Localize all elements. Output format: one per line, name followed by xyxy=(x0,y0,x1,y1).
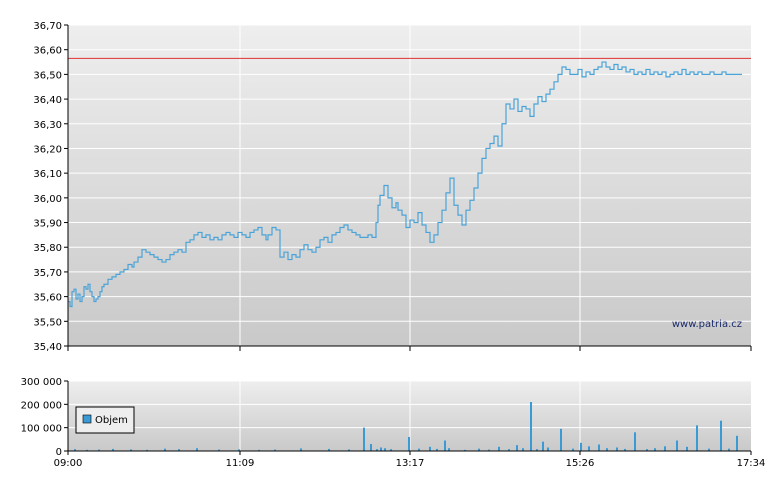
volume-bar xyxy=(74,449,76,451)
volume-bar xyxy=(370,444,372,451)
volume-bar xyxy=(429,446,431,451)
price-y-tick-label: 35,50 xyxy=(33,317,62,328)
volume-bar xyxy=(624,448,626,451)
volume-bar xyxy=(112,448,114,451)
volume-bar xyxy=(86,449,88,451)
volume-bar xyxy=(606,448,608,451)
legend-swatch xyxy=(82,414,92,424)
volume-bar xyxy=(736,435,738,451)
volume-bar xyxy=(654,448,656,451)
volume-bar xyxy=(588,446,590,451)
volume-bar xyxy=(478,448,480,451)
volume-x-ticks: 09:00 11:09 13:17 15:26 17:34 xyxy=(54,451,766,469)
volume-bar xyxy=(348,449,350,451)
volume-y-tick-label: 0 xyxy=(56,447,62,458)
volume-bar xyxy=(448,448,450,451)
price-y-tick-label: 36,20 xyxy=(33,144,62,155)
volume-bar xyxy=(580,442,582,451)
volume-bar xyxy=(444,440,446,451)
volume-bar xyxy=(547,447,549,451)
volume-bar xyxy=(130,449,132,451)
x-tick-label: 15:26 xyxy=(566,458,595,469)
volume-bar xyxy=(696,425,698,451)
price-y-tick-label: 36,60 xyxy=(33,46,62,57)
volume-bar xyxy=(418,448,420,451)
volume-y-tick-label: 300 000 xyxy=(21,377,62,388)
volume-legend: Objem xyxy=(75,406,135,434)
volume-y-tick-label: 200 000 xyxy=(21,400,62,411)
volume-bar xyxy=(98,449,100,451)
volume-bar xyxy=(328,448,330,451)
volume-bar xyxy=(196,448,198,451)
volume-y-ticks: 0 100 000 200 000 300 000 xyxy=(21,377,68,458)
volume-bar xyxy=(536,449,538,451)
volume-bar xyxy=(384,448,386,451)
volume-bar xyxy=(664,446,666,451)
volume-bar xyxy=(238,449,240,451)
x-tick-label: 17:34 xyxy=(737,458,766,469)
price-y-tick-label: 36,50 xyxy=(33,70,62,81)
volume-y-tick-label: 100 000 xyxy=(21,424,62,435)
price-y-tick-label: 35,90 xyxy=(33,219,62,230)
legend-label: Objem xyxy=(95,415,128,426)
volume-bar xyxy=(560,428,562,451)
volume-bar xyxy=(218,449,220,451)
volume-bar xyxy=(464,449,466,451)
volume-bar xyxy=(390,449,392,451)
volume-bar xyxy=(498,446,500,451)
volume-bar xyxy=(488,449,490,451)
volume-bar xyxy=(380,447,382,451)
volume-bar xyxy=(522,448,524,451)
volume-bar xyxy=(598,444,600,451)
volume-bar xyxy=(686,446,688,451)
price-y-tick-label: 35,60 xyxy=(33,293,62,304)
price-y-tick-label: 36,00 xyxy=(33,194,62,205)
volume-bar xyxy=(258,449,260,451)
volume-bar xyxy=(708,448,710,451)
x-tick-label: 11:09 xyxy=(226,458,255,469)
price-y-tick-label: 36,40 xyxy=(33,95,62,106)
volume-bar xyxy=(634,432,636,451)
volume-bar xyxy=(146,449,148,451)
price-y-tick-label: 35,70 xyxy=(33,268,62,279)
volume-grid xyxy=(68,380,751,451)
volume-bar xyxy=(530,402,532,451)
volume-bar xyxy=(720,420,722,451)
x-tick-label: 13:17 xyxy=(396,458,425,469)
volume-bar xyxy=(542,441,544,451)
volume-bar xyxy=(646,449,648,451)
volume-bar xyxy=(676,440,678,451)
volume-bar xyxy=(300,448,302,451)
price-y-tick-label: 36,70 xyxy=(33,21,62,32)
volume-bar xyxy=(408,437,410,451)
price-y-tick-label: 36,10 xyxy=(33,169,62,180)
watermark: www.patria.cz xyxy=(672,319,742,330)
volume-bar xyxy=(516,445,518,451)
volume-bar xyxy=(508,449,510,451)
price-y-tick-label: 35,40 xyxy=(33,342,62,353)
volume-bar xyxy=(572,448,574,451)
volume-bar xyxy=(178,449,180,451)
x-tick-label: 09:00 xyxy=(54,458,83,469)
volume-bar xyxy=(363,427,365,451)
price-x-tick-marks xyxy=(67,346,752,351)
price-y-tick-label: 36,30 xyxy=(33,120,62,131)
volume-bar xyxy=(274,449,276,451)
price-y-ticks: 35,40 35,50 35,60 35,70 35,80 35,90 36,00 36,10… xyxy=(33,21,68,353)
volume-bar xyxy=(616,447,618,451)
volume-bar xyxy=(436,448,438,451)
volume-bar xyxy=(164,448,166,451)
price-series-line xyxy=(68,61,742,308)
volume-bar xyxy=(728,448,730,451)
volume-bars xyxy=(74,402,738,451)
price-y-tick-label: 35,80 xyxy=(33,243,62,254)
volume-bar xyxy=(376,449,378,451)
